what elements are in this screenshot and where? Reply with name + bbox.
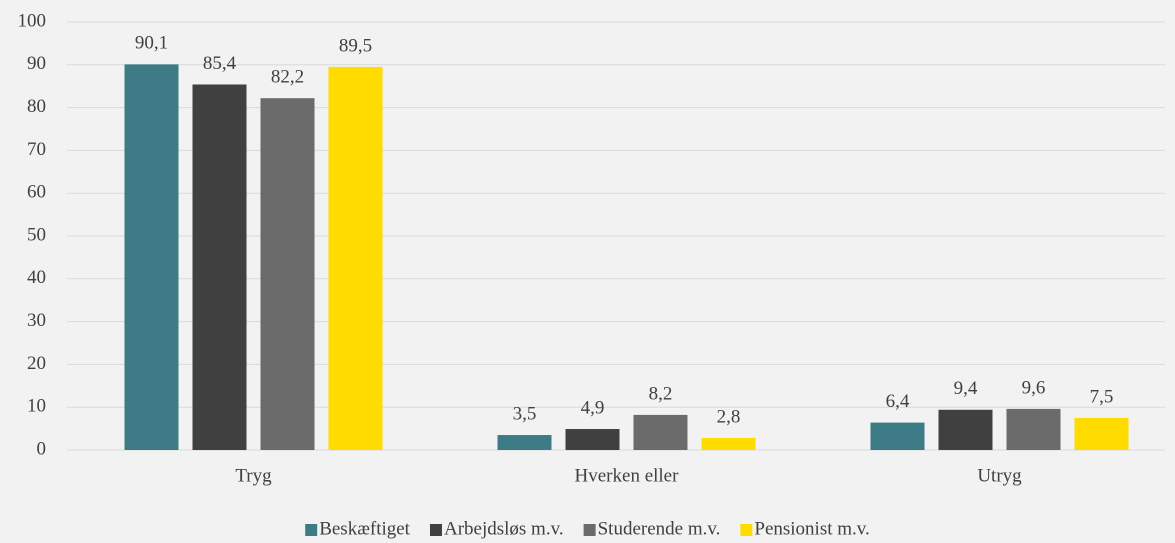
- y-tick-label: 30: [27, 310, 46, 331]
- data-label: 82,2: [271, 67, 304, 88]
- y-tick-label: 90: [27, 53, 46, 74]
- bar: [1006, 408, 1061, 450]
- legend-label: Arbejdsløs m.v.: [444, 518, 564, 539]
- bar: [1074, 417, 1129, 450]
- legend-swatch: [305, 524, 318, 536]
- y-tick-label: 70: [27, 139, 46, 160]
- bar: [260, 98, 315, 451]
- data-label: 4,9: [581, 397, 605, 418]
- x-tick-label: Hverken eller: [575, 465, 680, 486]
- bar: [565, 429, 620, 450]
- bar: [192, 84, 247, 450]
- y-tick-label: 0: [37, 438, 47, 459]
- y-tick-label: 40: [27, 267, 46, 288]
- y-tick-label: 60: [27, 182, 46, 203]
- data-label: 9,4: [954, 378, 978, 399]
- data-label: 2,8: [717, 406, 741, 427]
- bar: [938, 409, 993, 450]
- y-tick-label: 80: [27, 96, 46, 117]
- data-label: 8,2: [649, 383, 673, 404]
- data-label: 7,5: [1090, 386, 1114, 407]
- data-label: 89,5: [339, 35, 372, 56]
- legend-label: Beskæftiget: [319, 518, 410, 539]
- data-label: 9,6: [1022, 377, 1046, 398]
- x-tick-label: Utryg: [977, 465, 1022, 486]
- bar: [497, 435, 552, 450]
- x-tick-label: Tryg: [235, 465, 272, 486]
- bar: [633, 414, 688, 450]
- bar: [701, 438, 756, 450]
- bar: [328, 66, 383, 450]
- legend: Beskæftiget Arbejdsløs m.v. Studerende m.v…: [305, 518, 870, 539]
- bar: [870, 422, 925, 450]
- y-tick-label: 20: [27, 353, 46, 374]
- legend-swatch: [429, 524, 442, 536]
- legend-swatch: [740, 524, 753, 536]
- legend-swatch: [583, 524, 596, 536]
- y-tick-label: 50: [27, 224, 46, 245]
- legend-label: Studerende m.v.: [598, 518, 721, 539]
- bar: [124, 64, 179, 450]
- y-tick-label: 10: [27, 396, 46, 417]
- data-label: 6,4: [886, 391, 910, 412]
- legend-label: Pensionist m.v.: [754, 518, 869, 539]
- y-tick-label: 100: [18, 10, 47, 31]
- data-label: 90,1: [135, 33, 168, 54]
- data-label: 85,4: [203, 53, 237, 74]
- data-label: 3,5: [513, 403, 537, 424]
